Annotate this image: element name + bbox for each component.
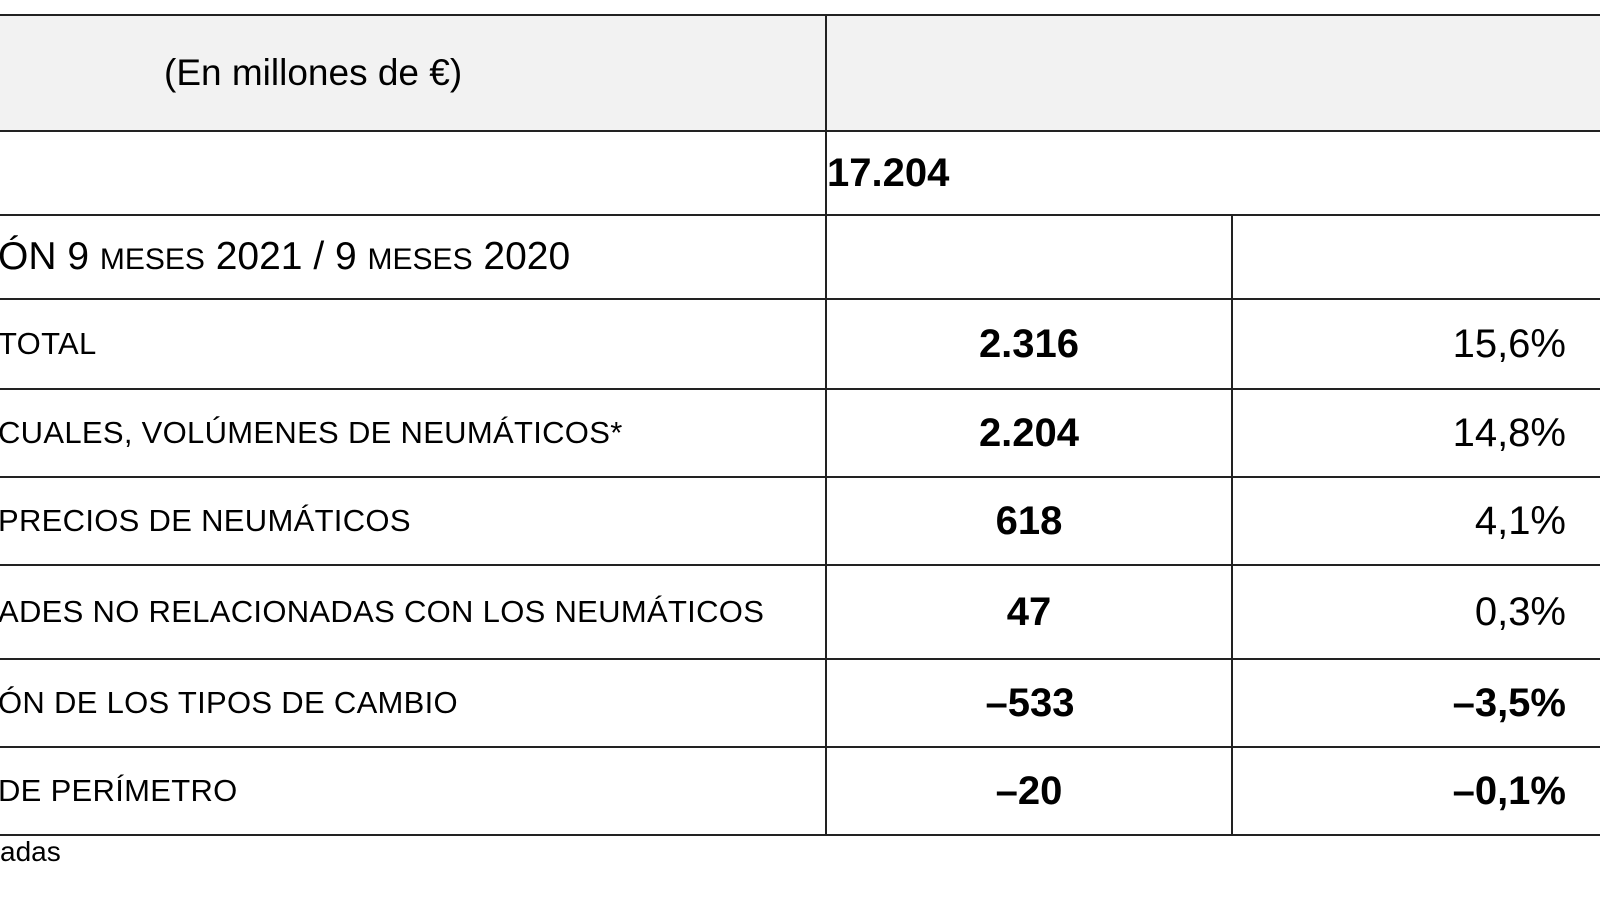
- row-value: –533: [825, 658, 1233, 748]
- table-row: DE PERÍMETRO –20 –0,1%: [0, 746, 1600, 836]
- variation-row-label: ÓN 9 MESES 2021 / 9 MESES 2020: [0, 214, 827, 300]
- row-pct: –0,1%: [1231, 746, 1600, 836]
- financial-table: (En millones de €) 17.204 ÓN 9 MESES 202…: [0, 14, 1600, 836]
- row-pct: –3,5%: [1231, 658, 1600, 748]
- total-row: 17.204: [0, 130, 1600, 216]
- table-row: CUALES, VOLÚMENES DE NEUMÁTICOS* 2.204 1…: [0, 388, 1600, 478]
- row-pct: 0,3%: [1231, 564, 1600, 660]
- row-value: 2.316: [825, 298, 1233, 390]
- row-value: 47: [825, 564, 1233, 660]
- row-value: 2.204: [825, 388, 1233, 478]
- row-pct: 15,6%: [1231, 298, 1600, 390]
- row-label: DE PERÍMETRO: [0, 746, 827, 836]
- row-label: ADES NO RELACIONADAS CON LOS NEUMÁTICOS: [0, 564, 827, 660]
- footnote: adas: [0, 836, 61, 867]
- row-pct: 4,1%: [1231, 476, 1600, 566]
- row-value: 618: [825, 476, 1233, 566]
- variation-row: ÓN 9 MESES 2021 / 9 MESES 2020: [0, 214, 1600, 300]
- total-row-value: 17.204: [825, 130, 1600, 216]
- table-row: ADES NO RELACIONADAS CON LOS NEUMÁTICOS …: [0, 564, 1600, 660]
- table-row: TOTAL 2.316 15,6%: [0, 298, 1600, 390]
- variation-row-pct-cell: [1231, 214, 1600, 300]
- total-row-label: [0, 130, 827, 216]
- header-right-cell: [825, 14, 1600, 132]
- header-caption: (En millones de €): [0, 14, 827, 132]
- row-label: PRECIOS DE NEUMÁTICOS: [0, 476, 827, 566]
- table-header-row: (En millones de €): [0, 14, 1600, 132]
- table-row: PRECIOS DE NEUMÁTICOS 618 4,1%: [0, 476, 1600, 566]
- variation-row-value-cell: [825, 214, 1233, 300]
- row-value: –20: [825, 746, 1233, 836]
- table-row: ÓN DE LOS TIPOS DE CAMBIO –533 –3,5%: [0, 658, 1600, 748]
- row-pct: 14,8%: [1231, 388, 1600, 478]
- row-label: ÓN DE LOS TIPOS DE CAMBIO: [0, 658, 827, 748]
- row-label: TOTAL: [0, 298, 827, 390]
- row-label: CUALES, VOLÚMENES DE NEUMÁTICOS*: [0, 388, 827, 478]
